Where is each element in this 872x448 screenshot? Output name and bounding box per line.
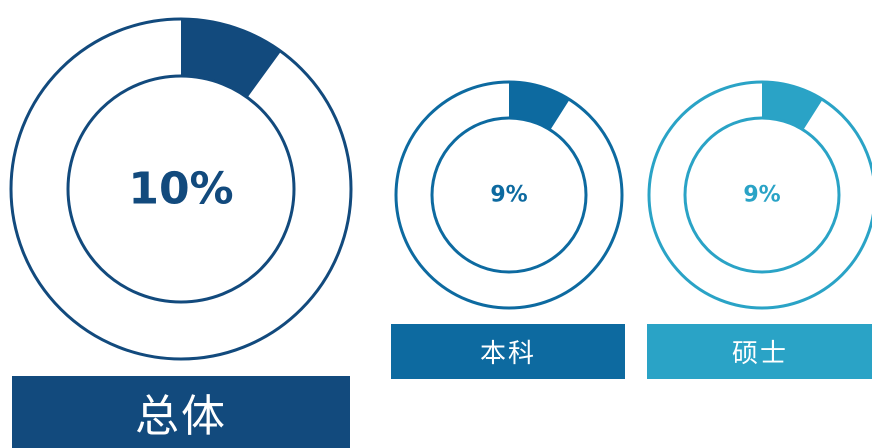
donut-inner-ring-overall bbox=[66, 74, 296, 304]
donut-inner-ring-masters bbox=[683, 116, 841, 274]
donut-value-label-overall: 10% bbox=[128, 164, 233, 215]
donut-chart-overall: 10% bbox=[9, 17, 353, 361]
donut-value-label-undergraduate: 9% bbox=[490, 183, 527, 208]
donut-chart-masters: 9% bbox=[647, 80, 872, 310]
category-label-masters: 硕士 bbox=[647, 324, 872, 379]
donut-chart-undergraduate: 9% bbox=[394, 80, 624, 310]
donut-value-label-masters: 9% bbox=[743, 183, 780, 208]
category-label-overall: 总体 bbox=[12, 376, 350, 448]
category-label-undergraduate: 本科 bbox=[391, 324, 625, 379]
donut-inner-ring-undergraduate bbox=[430, 116, 588, 274]
